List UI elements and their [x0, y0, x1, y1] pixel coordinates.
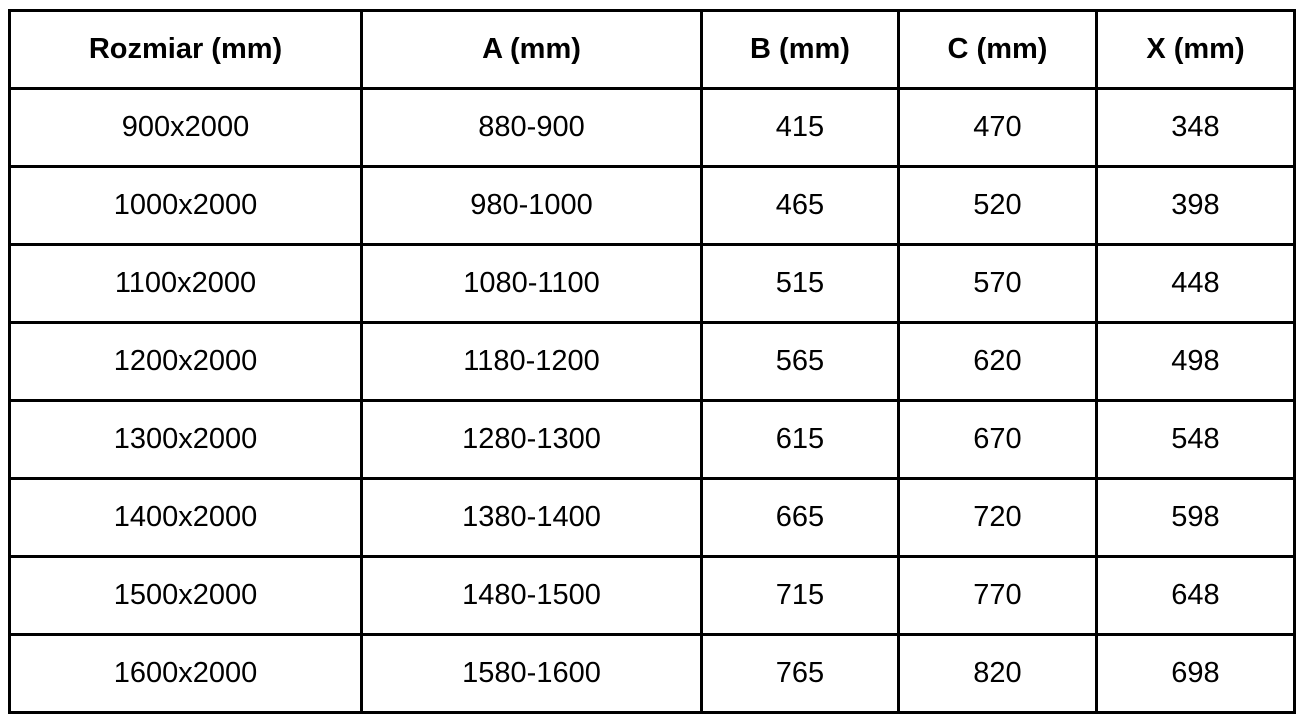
cell-x: 348: [1095, 87, 1296, 168]
cell-x: 448: [1095, 243, 1296, 324]
cell-c: 820: [897, 633, 1098, 714]
cell-a: 1280-1300: [360, 399, 703, 480]
column-header-b: B (mm): [700, 9, 900, 90]
cell-c: 720: [897, 477, 1098, 558]
cell-a: 1480-1500: [360, 555, 703, 636]
cell-a: 980-1000: [360, 165, 703, 246]
cell-a: 1380-1400: [360, 477, 703, 558]
cell-x: 648: [1095, 555, 1296, 636]
table-row: 1100x2000 1080-1100 515 570 448: [8, 243, 1296, 324]
table-row: 1400x2000 1380-1400 665 720 598: [8, 477, 1296, 558]
table-row: 1500x2000 1480-1500 715 770 648: [8, 555, 1296, 636]
cell-rozmiar: 1600x2000: [8, 633, 363, 714]
cell-x: 398: [1095, 165, 1296, 246]
cell-rozmiar: 1200x2000: [8, 321, 363, 402]
cell-c: 520: [897, 165, 1098, 246]
cell-x: 598: [1095, 477, 1296, 558]
cell-b: 515: [700, 243, 900, 324]
table-row: 1000x2000 980-1000 465 520 398: [8, 165, 1296, 246]
cell-c: 670: [897, 399, 1098, 480]
cell-rozmiar: 900x2000: [8, 87, 363, 168]
cell-c: 620: [897, 321, 1098, 402]
cell-c: 570: [897, 243, 1098, 324]
cell-a: 880-900: [360, 87, 703, 168]
cell-rozmiar: 1400x2000: [8, 477, 363, 558]
cell-b: 715: [700, 555, 900, 636]
cell-rozmiar: 1500x2000: [8, 555, 363, 636]
table-row: 900x2000 880-900 415 470 348: [8, 87, 1296, 168]
cell-b: 415: [700, 87, 900, 168]
size-table: Rozmiar (mm) A (mm) B (mm) C (mm) X (mm)…: [8, 9, 1296, 714]
cell-rozmiar: 1000x2000: [8, 165, 363, 246]
cell-rozmiar: 1300x2000: [8, 399, 363, 480]
cell-x: 548: [1095, 399, 1296, 480]
table-row: 1300x2000 1280-1300 615 670 548: [8, 399, 1296, 480]
cell-b: 565: [700, 321, 900, 402]
header-row: Rozmiar (mm) A (mm) B (mm) C (mm) X (mm): [8, 9, 1296, 90]
cell-a: 1180-1200: [360, 321, 703, 402]
cell-a: 1580-1600: [360, 633, 703, 714]
cell-b: 465: [700, 165, 900, 246]
cell-x: 698: [1095, 633, 1296, 714]
column-header-a: A (mm): [360, 9, 703, 90]
table-row: 1600x2000 1580-1600 765 820 698: [8, 633, 1296, 714]
size-table-container: Rozmiar (mm) A (mm) B (mm) C (mm) X (mm)…: [8, 9, 1296, 714]
cell-b: 615: [700, 399, 900, 480]
cell-rozmiar: 1100x2000: [8, 243, 363, 324]
cell-b: 665: [700, 477, 900, 558]
table-row: 1200x2000 1180-1200 565 620 498: [8, 321, 1296, 402]
cell-b: 765: [700, 633, 900, 714]
cell-a: 1080-1100: [360, 243, 703, 324]
cell-c: 770: [897, 555, 1098, 636]
cell-x: 498: [1095, 321, 1296, 402]
cell-c: 470: [897, 87, 1098, 168]
column-header-c: C (mm): [897, 9, 1098, 90]
column-header-rozmiar: Rozmiar (mm): [8, 9, 363, 90]
column-header-x: X (mm): [1095, 9, 1296, 90]
